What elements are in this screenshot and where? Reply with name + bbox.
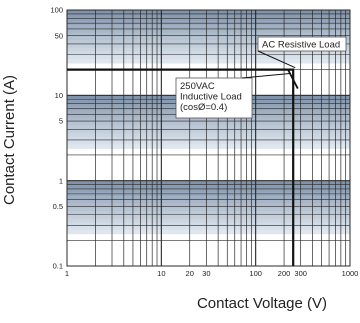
band-stripe — [67, 207, 350, 212]
y-tick-label: 50 — [55, 31, 63, 40]
band-stripe — [67, 184, 350, 189]
y-tick-label: 100 — [50, 6, 63, 15]
annotation-box-ac — [257, 36, 347, 52]
annotation-inductive-line: (cosØ=0.4) — [180, 102, 227, 113]
x-tick-label: 300 — [294, 269, 307, 278]
band-stripe — [67, 36, 350, 41]
band-stripe — [67, 13, 350, 19]
y-tick-label: 1 — [59, 176, 63, 185]
chart-series — [67, 68, 299, 266]
y-tick-label: 5 — [59, 117, 63, 126]
band-stripe — [67, 28, 350, 34]
band-stripe — [67, 59, 350, 64]
band-stripe — [67, 47, 350, 53]
band-stripe — [67, 203, 350, 208]
leader-line-ac — [257, 50, 296, 69]
band-stripe — [67, 40, 350, 45]
band-stripe — [67, 188, 350, 193]
band-stripe — [67, 32, 350, 38]
background-bands — [67, 10, 350, 266]
x-tick-label: 20 — [186, 269, 194, 278]
band-stripe — [67, 10, 350, 15]
y-tick-label: 0.5 — [53, 202, 63, 211]
band-stripe — [67, 136, 350, 142]
x-tick-label: 1 — [65, 269, 69, 278]
x-tick-label: 10 — [157, 269, 165, 278]
band-stripe — [67, 195, 350, 201]
band-stripe — [67, 25, 350, 30]
band-stripe — [67, 218, 350, 223]
leader-line-inductive — [241, 73, 290, 79]
band-stripe — [67, 180, 350, 186]
grid-lines — [66, 9, 351, 267]
band-stripe — [67, 129, 350, 134]
band-stripe — [67, 17, 350, 22]
tick-labels: 1 10 20 30 100 200 300 1000 0.1 0.5 1 5 10 50 100 — [50, 6, 358, 278]
band-stripe — [67, 210, 350, 216]
x-axis-label: Contact Voltage (V) — [197, 295, 327, 312]
series-line-inductive — [67, 68, 299, 90]
band-stripe — [67, 21, 350, 26]
band-stripe — [67, 133, 350, 138]
y-axis-label: Contact Current (A) — [1, 75, 18, 205]
y-tick-label: 0.1 — [53, 262, 63, 271]
band-stripe — [67, 192, 350, 197]
x-tick-label: 100 — [249, 269, 262, 278]
x-tick-label: 200 — [278, 269, 291, 278]
band-stripe — [67, 118, 350, 123]
annotation-box-inductive — [175, 77, 253, 119]
band-stripe — [67, 226, 350, 231]
y-tick-label: 10 — [55, 91, 63, 100]
annotation-inductive-line: 250VAC — [180, 81, 215, 92]
band-stripe — [67, 222, 350, 227]
band-stripe — [67, 125, 350, 130]
band-stripe — [67, 140, 350, 146]
x-tick-label: 30 — [202, 269, 210, 278]
band-stripe — [67, 199, 350, 204]
band-stripe — [67, 51, 350, 56]
band-stripe — [67, 121, 350, 127]
band-stripe — [67, 229, 350, 235]
band-stripe — [67, 44, 350, 49]
band-stripe — [67, 55, 350, 60]
annotation-inductive-line: Inductive Load — [180, 92, 242, 103]
annotation-ac-resistive: AC Resistive Load — [262, 40, 340, 51]
band-stripe — [67, 214, 350, 220]
x-tick-label: 1000 — [342, 269, 359, 278]
band-stripe — [67, 144, 350, 149]
plot-frame — [66, 9, 351, 267]
